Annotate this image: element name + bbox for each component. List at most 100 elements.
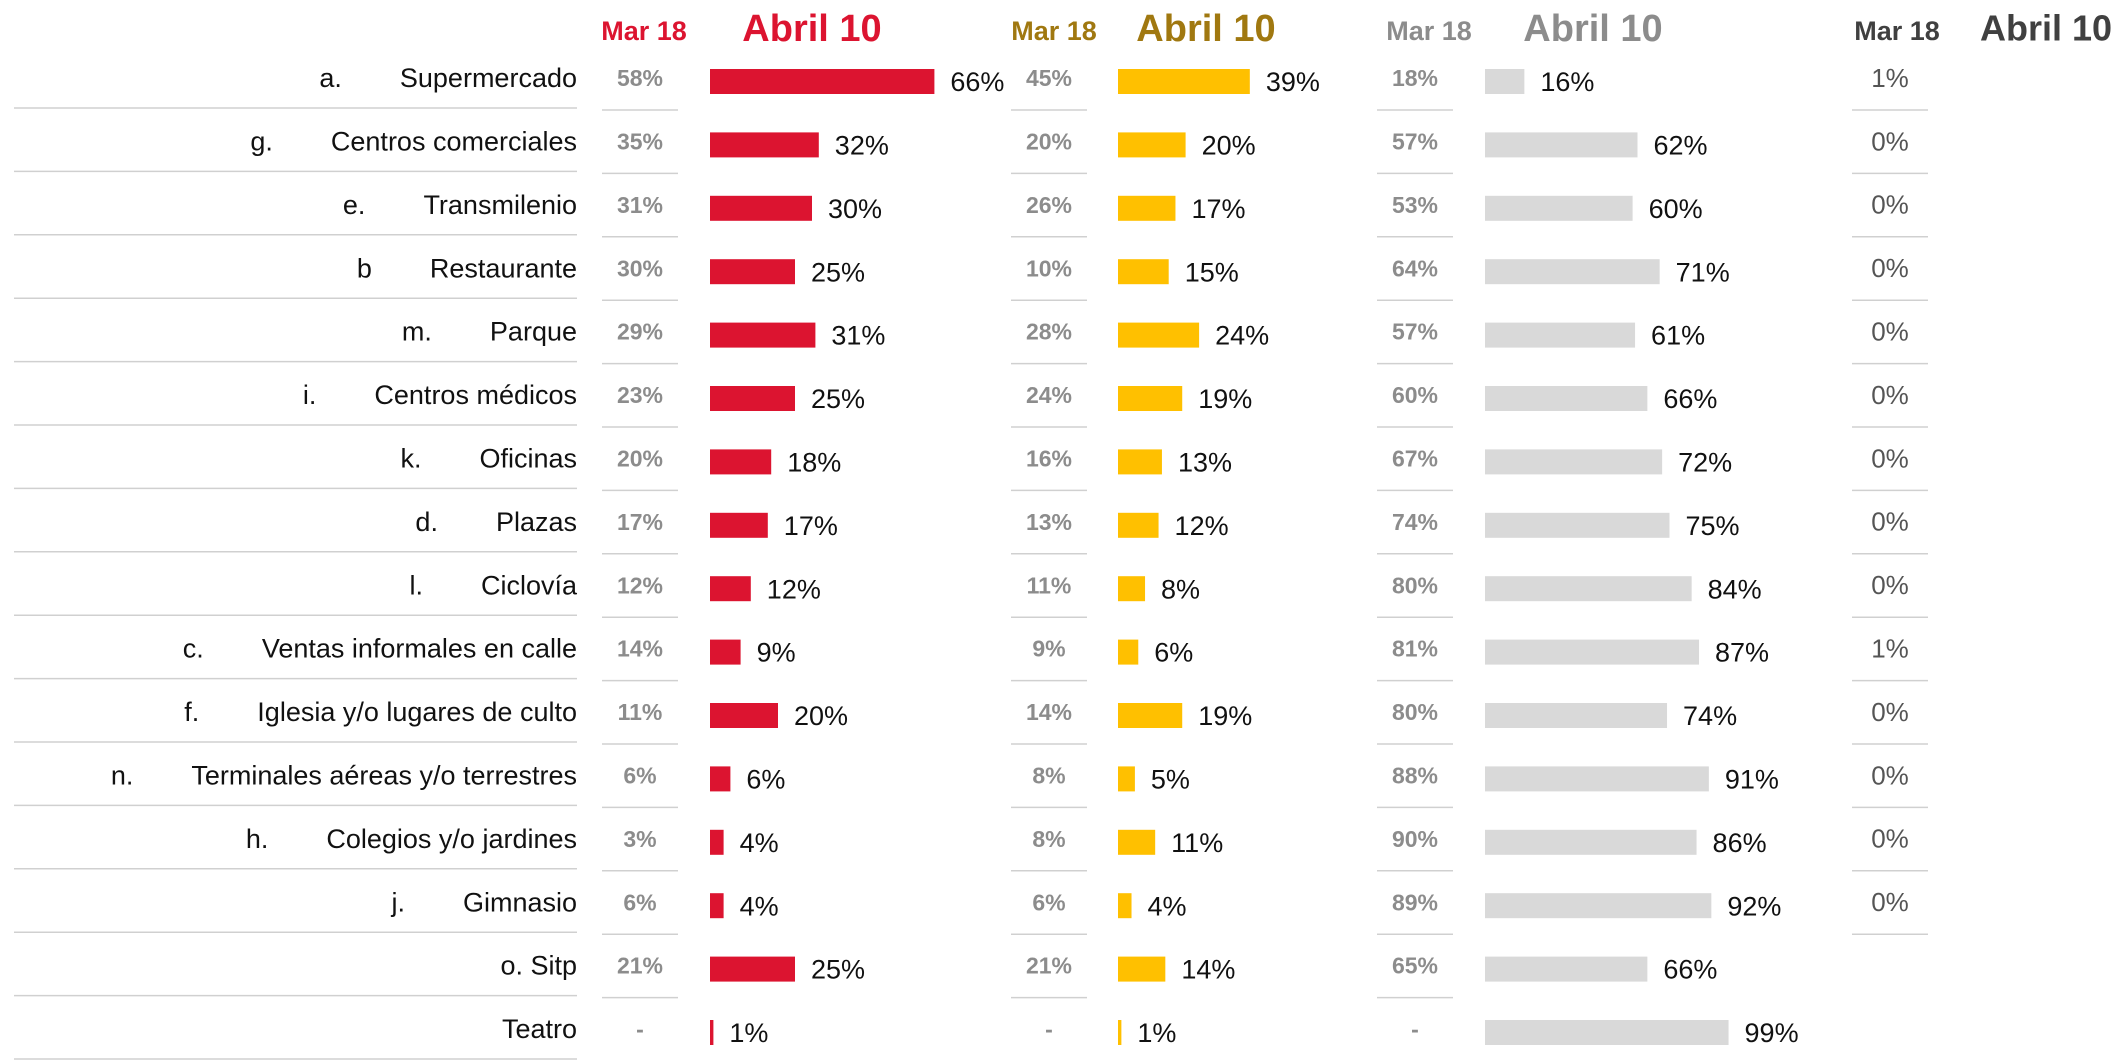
bar (710, 195, 812, 221)
mar18-value-label: 74% (1392, 509, 1438, 535)
abril10-value-label: 16% (1540, 67, 1594, 97)
mar18-value-label: 0% (1871, 316, 1909, 346)
abril10-value-label: 66% (1663, 955, 1717, 985)
bar (1485, 322, 1636, 348)
abril10-value-label: 60% (1649, 194, 1703, 224)
logo-mark (2010, 1030, 2128, 1060)
category-name: Teatro (502, 1014, 577, 1044)
mar18-value-label: 58% (617, 65, 663, 91)
legend-mar18: Mar 18 (1386, 16, 1472, 46)
mar18-value-label: - (636, 1016, 644, 1042)
legend-mar18: Mar 18 (1011, 16, 1097, 46)
mar18-value-label: 1% (1871, 63, 1909, 93)
bar (1118, 956, 1166, 982)
abril10-value-label: 6% (746, 765, 785, 795)
mar18-value-label: 3% (623, 826, 656, 852)
bar (1118, 69, 1250, 94)
abril10-value-label: 5% (1151, 765, 1190, 795)
mar18-value-label: 0% (1871, 760, 1909, 790)
mar18-value-label: 0% (1871, 443, 1909, 473)
bar (1118, 766, 1135, 792)
category-name: Plazas (496, 507, 577, 537)
bar (1485, 639, 1700, 665)
category-letter: k. (400, 444, 421, 474)
abril10-value-label: 32% (835, 131, 889, 161)
bar (710, 639, 741, 665)
category-name: Restaurante (430, 253, 577, 283)
mar18-value-label: 0% (1871, 126, 1909, 156)
category-name: Parque (490, 317, 577, 347)
category-name: Centros comerciales (331, 127, 577, 157)
bar (710, 576, 751, 602)
legend-abril10: Abril 10 (1980, 8, 2112, 49)
bar (1118, 512, 1159, 538)
mar18-value-label: 21% (1026, 953, 1072, 979)
bar (1118, 259, 1169, 285)
mar18-value-label: 45% (1026, 65, 1072, 91)
bar (1485, 195, 1633, 221)
abril10-value-label: 99% (1745, 1018, 1799, 1048)
abril10-value-label: 25% (811, 955, 865, 985)
category-name: Centros médicos (374, 380, 577, 410)
abril10-value-label: 71% (1676, 257, 1730, 287)
category-letter: f. (184, 697, 199, 727)
abril10-value-label: 17% (1191, 194, 1245, 224)
legend-mar18: Mar 18 (601, 16, 687, 46)
bar (710, 829, 724, 855)
bar (1485, 259, 1660, 285)
category-name: Oficinas (479, 444, 577, 474)
category-letter: e. (343, 190, 366, 220)
legend-abril10: Abril 10 (742, 8, 881, 50)
mar18-value-label: 0% (1871, 253, 1909, 283)
abril10-value-label: 74% (1683, 701, 1737, 731)
category-name: Iglesia y/o lugares de culto (257, 697, 577, 727)
mar18-value-label: 14% (1026, 699, 1072, 725)
bar (710, 386, 795, 411)
abril10-value-label: 92% (1727, 891, 1781, 921)
abril10-value-label: 11% (1171, 828, 1223, 858)
category-letter: m. (402, 317, 432, 347)
abril10-value-label: 17% (784, 511, 838, 541)
abril10-value-label: 8% (1161, 574, 1200, 604)
mar18-value-label: 14% (617, 636, 663, 662)
bar (1485, 576, 1692, 602)
bar (1485, 703, 1668, 728)
mar18-value-label: 64% (1392, 255, 1438, 281)
bar (1118, 322, 1200, 348)
mar18-value-label: 8% (1032, 826, 1065, 852)
mar18-value-label: 81% (1392, 636, 1438, 662)
bar (710, 69, 935, 94)
mar18-value-label: 9% (1032, 636, 1065, 662)
bar (1118, 639, 1139, 665)
bar (710, 512, 768, 538)
legend-mar18: Mar 18 (1854, 16, 1940, 46)
bar (1118, 132, 1186, 158)
mar18-value-label: 20% (1026, 128, 1072, 154)
bar (1118, 829, 1156, 855)
mar18-value-label: 6% (623, 889, 656, 915)
abril10-value-label: 1% (729, 1018, 768, 1048)
mar18-value-label: 0% (1871, 507, 1909, 537)
abril10-value-label: 20% (1202, 131, 1256, 161)
bar (1485, 766, 1709, 792)
category-letter: n. (111, 761, 134, 791)
bar (710, 956, 795, 982)
category-letter: a. (319, 63, 342, 93)
mar18-value-label: 26% (1026, 192, 1072, 218)
category-name: Colegios y/o jardines (326, 824, 577, 854)
category-letter: i. (303, 380, 317, 410)
category-letter: g. (250, 127, 273, 157)
category-letter: c. (183, 634, 204, 664)
abril10-value-label: 1% (1137, 1018, 1176, 1048)
abril10-value-label: 4% (1148, 891, 1187, 921)
abril10-value-label: 30% (828, 194, 882, 224)
mar18-value-label: 11% (618, 699, 663, 725)
bar (710, 703, 778, 728)
mar18-value-label: - (1411, 1016, 1419, 1042)
mar18-value-label: 10% (1026, 255, 1072, 281)
bar (1118, 1020, 1122, 1045)
mar18-value-label: 67% (1392, 445, 1438, 471)
abril10-value-label: 20% (794, 701, 848, 731)
bar (1485, 1020, 1729, 1045)
